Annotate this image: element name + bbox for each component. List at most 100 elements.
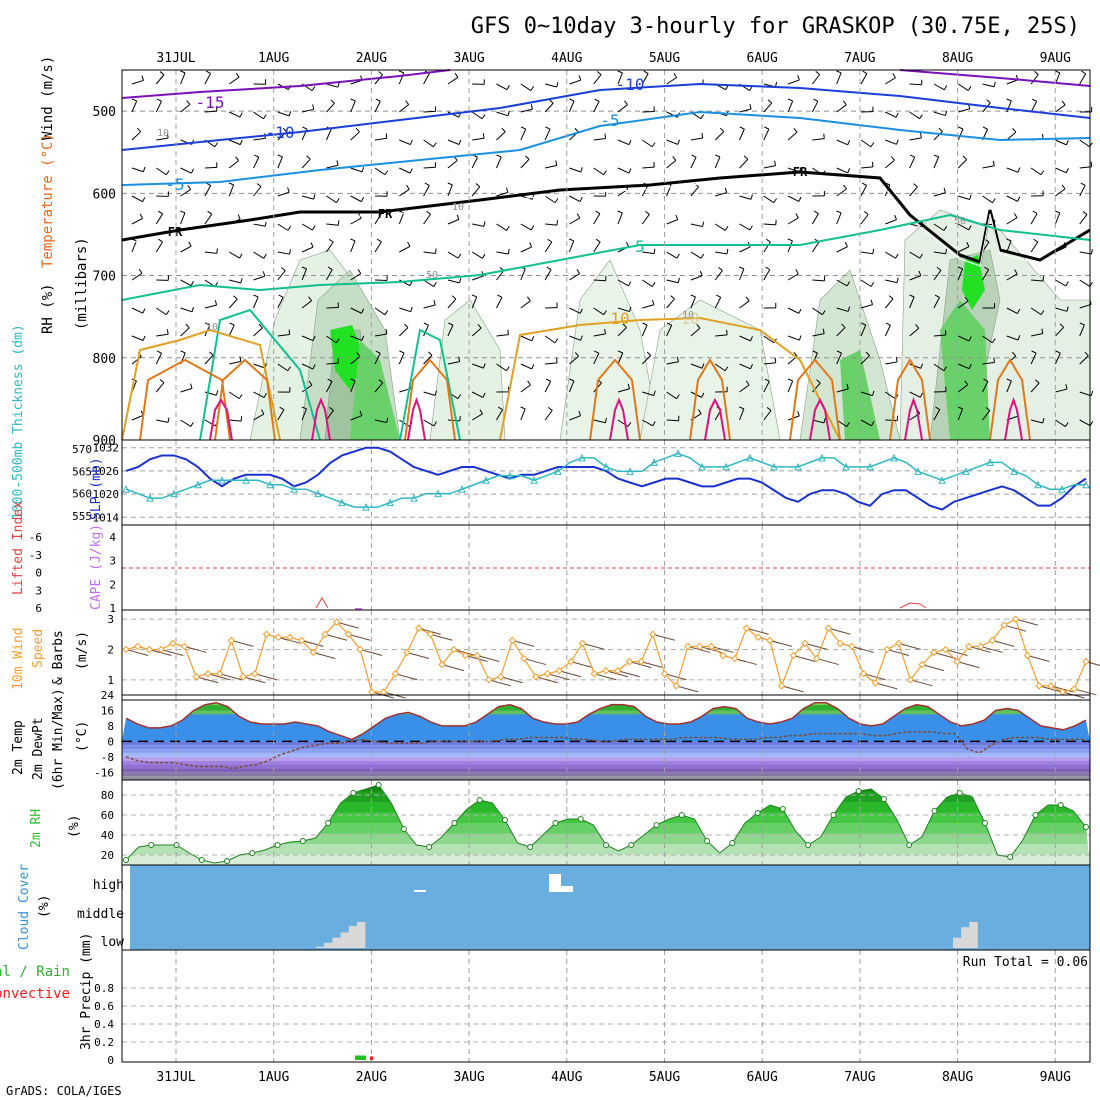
wind10-barb: [488, 679, 512, 687]
wind-barb-flag: [1014, 269, 1018, 275]
wind-barb-flag: [984, 266, 989, 271]
wind-barb-flag: [690, 294, 696, 298]
date-label-bottom: 2AUG: [356, 1070, 387, 1085]
wind-barb-flag: [350, 98, 356, 102]
wind-barb: [472, 223, 485, 227]
wind-barb: [763, 410, 772, 421]
wind-barb: [423, 110, 436, 113]
wind-barb-flag: [404, 323, 409, 328]
wind-barb-flag: [546, 378, 551, 382]
wind-barb-flag: [520, 126, 526, 130]
wind-barb-flag: [433, 282, 437, 287]
wind-barb-flag: [312, 225, 316, 231]
wind-barb: [641, 324, 648, 337]
wind-barb-flag: [846, 281, 851, 287]
rh2m-point: [400, 826, 407, 832]
wind-barb: [617, 139, 630, 146]
wind-barb: [763, 269, 771, 281]
wind-barb-flag: [1031, 98, 1037, 102]
wind-barb: [131, 335, 144, 341]
wind-barb-flag: [228, 182, 234, 186]
upper-air-ylabel-temp: Temperature (°C): [40, 133, 56, 268]
thickness-point: [770, 462, 778, 471]
wind-barb-flag: [240, 278, 243, 284]
wind-barb: [155, 382, 165, 393]
wind-barb-flag: [836, 210, 842, 214]
wind-barb-flag: [870, 142, 875, 148]
wind-barb: [131, 79, 144, 85]
thickness-tick: 560: [72, 488, 92, 501]
wind-barb-flag: [1079, 322, 1085, 326]
wind10-point: [297, 636, 306, 645]
wind-barb: [374, 307, 386, 316]
wind-barb-flag: [355, 127, 360, 133]
wind10-point: [262, 630, 271, 638]
wind-barb: [180, 167, 192, 174]
wind-barb: [180, 212, 186, 225]
wind-barb: [253, 296, 259, 309]
wind10-point: [426, 630, 435, 638]
rh2m-point: [274, 842, 281, 848]
wind-barb-flag: [264, 221, 267, 227]
wind-barb-flag: [628, 281, 632, 287]
wind-barb: [860, 355, 870, 365]
thickness-point: [842, 462, 850, 471]
isotherm-15: [139, 358, 231, 441]
wind-barb: [739, 223, 751, 231]
wind-barb-flag: [670, 295, 675, 300]
wind-barb: [1055, 188, 1066, 197]
wind-barb-flag: [992, 160, 995, 166]
wind-barb-flag: [327, 378, 333, 382]
wind-barb-flag: [968, 336, 972, 342]
wind-barb: [520, 108, 533, 113]
thickness-point: [362, 502, 370, 511]
wind-barb: [787, 100, 794, 113]
wind10-barb: [1050, 685, 1074, 693]
wind-barb: [1079, 355, 1089, 365]
wind-barb: [690, 156, 697, 169]
wind10-barb: [523, 658, 547, 666]
date-label-top: 1AUG: [258, 51, 289, 66]
wind-barb-flag: [774, 160, 777, 166]
wind-barb-flag: [896, 277, 899, 283]
wind-barb: [350, 307, 362, 314]
wind-barb: [666, 419, 679, 422]
wind-barb-flag: [1006, 378, 1012, 382]
wind-barb: [569, 335, 581, 341]
rh2m-point: [173, 842, 180, 848]
wind10-barb: [1074, 688, 1097, 696]
wind-barb: [957, 159, 968, 169]
wind-barb: [350, 100, 356, 113]
wind10-point: [906, 676, 915, 684]
wind-barb: [155, 353, 163, 365]
wind-barb: [933, 156, 940, 169]
wind-barb-flag: [580, 335, 583, 341]
wind-barb-flag: [846, 422, 850, 427]
rh2m-point: [704, 838, 711, 844]
slp-tick: 1020: [93, 488, 120, 501]
thickness-tick: 565: [72, 465, 92, 478]
wind-barb: [398, 352, 405, 365]
wind-barb-flag: [919, 253, 923, 259]
wind-barb: [787, 380, 794, 393]
wind10-point: [684, 642, 692, 651]
upper-air-ylabel-rh: RH (%): [40, 283, 56, 334]
temp-band: [122, 745, 1090, 750]
wind-barb-flag: [312, 364, 316, 370]
wind10-barb: [851, 645, 874, 653]
wind-barb: [544, 102, 554, 113]
wind10-point: [789, 651, 798, 660]
rh2m-point: [628, 842, 635, 848]
wind-barb: [884, 298, 894, 309]
wind-barb-flag: [1059, 323, 1065, 328]
isotherm-minus15: [121, 69, 451, 99]
wind-barb-flag: [745, 296, 750, 302]
thickness-point: [866, 462, 874, 471]
wind-barb: [204, 251, 217, 254]
wind-barb-flag: [335, 338, 340, 344]
wind-barb: [1055, 419, 1066, 427]
wind-barb: [326, 223, 339, 226]
wind-barb: [277, 111, 290, 117]
wind-barb: [520, 268, 526, 281]
wind-barb: [836, 188, 847, 197]
